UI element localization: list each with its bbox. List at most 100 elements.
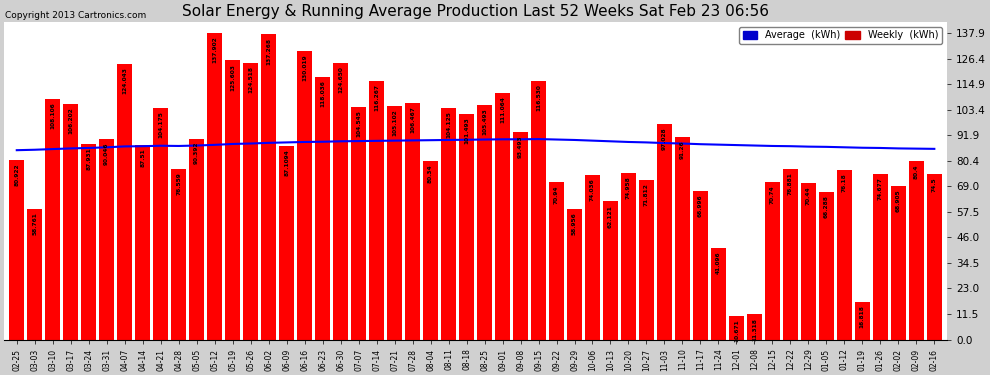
Bar: [207, 33, 223, 339]
Bar: [513, 132, 529, 339]
Bar: [369, 81, 384, 339]
Bar: [801, 183, 816, 339]
Text: 91.26: 91.26: [680, 140, 685, 159]
Text: 116.530: 116.530: [536, 84, 541, 111]
Text: 74.036: 74.036: [590, 178, 595, 201]
Text: 104.175: 104.175: [158, 111, 163, 138]
Bar: [189, 139, 204, 339]
Text: 66.288: 66.288: [824, 195, 829, 218]
Bar: [585, 175, 600, 339]
Text: 125.603: 125.603: [230, 64, 236, 91]
Bar: [693, 190, 708, 339]
Text: 76.559: 76.559: [176, 173, 181, 195]
Text: 58.956: 58.956: [572, 212, 577, 235]
Text: 41.096: 41.096: [716, 252, 721, 274]
Bar: [656, 124, 672, 339]
Text: 104.125: 104.125: [446, 111, 451, 138]
Text: 124.650: 124.650: [339, 66, 344, 93]
Text: 106.202: 106.202: [68, 107, 73, 134]
Bar: [603, 201, 618, 339]
Bar: [423, 161, 439, 339]
Bar: [297, 51, 312, 339]
Text: 87.931: 87.931: [86, 147, 91, 170]
Bar: [819, 192, 834, 339]
Bar: [783, 169, 798, 339]
Text: 74.5: 74.5: [932, 177, 937, 192]
Text: 111.064: 111.064: [500, 96, 505, 123]
Bar: [459, 114, 474, 339]
Bar: [387, 106, 402, 339]
Bar: [746, 314, 762, 339]
Text: 71.812: 71.812: [644, 183, 649, 206]
Text: 80.922: 80.922: [14, 163, 19, 186]
Bar: [441, 108, 456, 339]
Bar: [405, 103, 420, 339]
Text: 118.036: 118.036: [320, 81, 325, 107]
Bar: [854, 302, 870, 339]
Text: 76.18: 76.18: [842, 174, 846, 192]
Bar: [81, 144, 96, 339]
Text: 16.818: 16.818: [860, 306, 865, 328]
Text: 87.1094: 87.1094: [284, 149, 289, 176]
Text: 10.671: 10.671: [734, 319, 739, 342]
Bar: [764, 182, 780, 339]
Bar: [729, 316, 744, 339]
Text: 70.94: 70.94: [554, 185, 559, 204]
Text: 70.44: 70.44: [806, 186, 811, 205]
Text: 76.881: 76.881: [788, 172, 793, 195]
Bar: [9, 160, 25, 339]
Text: 80.4: 80.4: [914, 164, 919, 179]
Text: 108.106: 108.106: [50, 103, 55, 129]
Bar: [315, 77, 331, 339]
Bar: [135, 145, 150, 339]
Bar: [477, 105, 492, 339]
Bar: [567, 209, 582, 339]
Bar: [261, 34, 276, 339]
Bar: [171, 170, 186, 339]
Bar: [279, 146, 294, 339]
Text: 74.958: 74.958: [626, 176, 631, 199]
Text: Copyright 2013 Cartronics.com: Copyright 2013 Cartronics.com: [5, 11, 147, 20]
Bar: [46, 99, 60, 339]
Text: 80.34: 80.34: [428, 164, 433, 183]
Bar: [621, 173, 637, 339]
Text: 124.043: 124.043: [122, 67, 127, 94]
Text: 137.268: 137.268: [266, 38, 271, 65]
Bar: [351, 107, 366, 339]
Text: 87.51: 87.51: [141, 148, 146, 167]
Text: 58.761: 58.761: [33, 212, 38, 235]
Text: 124.518: 124.518: [248, 66, 253, 93]
Bar: [333, 63, 348, 339]
Text: 70.74: 70.74: [770, 186, 775, 204]
Bar: [711, 248, 726, 339]
Text: 90.046: 90.046: [104, 143, 109, 165]
Bar: [99, 140, 115, 339]
Bar: [495, 93, 510, 339]
Text: 93.493: 93.493: [518, 135, 523, 158]
Bar: [675, 137, 690, 339]
Bar: [837, 170, 852, 339]
Legend: Average  (kWh), Weekly  (kWh): Average (kWh), Weekly (kWh): [739, 27, 942, 44]
Bar: [63, 104, 78, 339]
Bar: [639, 180, 654, 339]
Bar: [225, 60, 241, 339]
Bar: [153, 108, 168, 339]
Bar: [27, 209, 43, 339]
Text: 105.102: 105.102: [392, 109, 397, 136]
Text: 130.019: 130.019: [302, 54, 307, 81]
Text: 105.493: 105.493: [482, 108, 487, 135]
Text: 74.677: 74.677: [878, 177, 883, 200]
Text: 137.902: 137.902: [212, 36, 217, 63]
Text: 97.028: 97.028: [662, 127, 667, 150]
Text: 66.996: 66.996: [698, 194, 703, 217]
Text: 90.392: 90.392: [194, 142, 199, 165]
Bar: [909, 161, 924, 339]
Bar: [117, 64, 133, 339]
Text: 104.545: 104.545: [356, 111, 361, 137]
Bar: [873, 174, 888, 339]
Bar: [548, 182, 564, 339]
Bar: [243, 63, 258, 339]
Bar: [891, 186, 906, 339]
Text: 116.267: 116.267: [374, 84, 379, 111]
Title: Solar Energy & Running Average Production Last 52 Weeks Sat Feb 23 06:56: Solar Energy & Running Average Productio…: [182, 4, 769, 19]
